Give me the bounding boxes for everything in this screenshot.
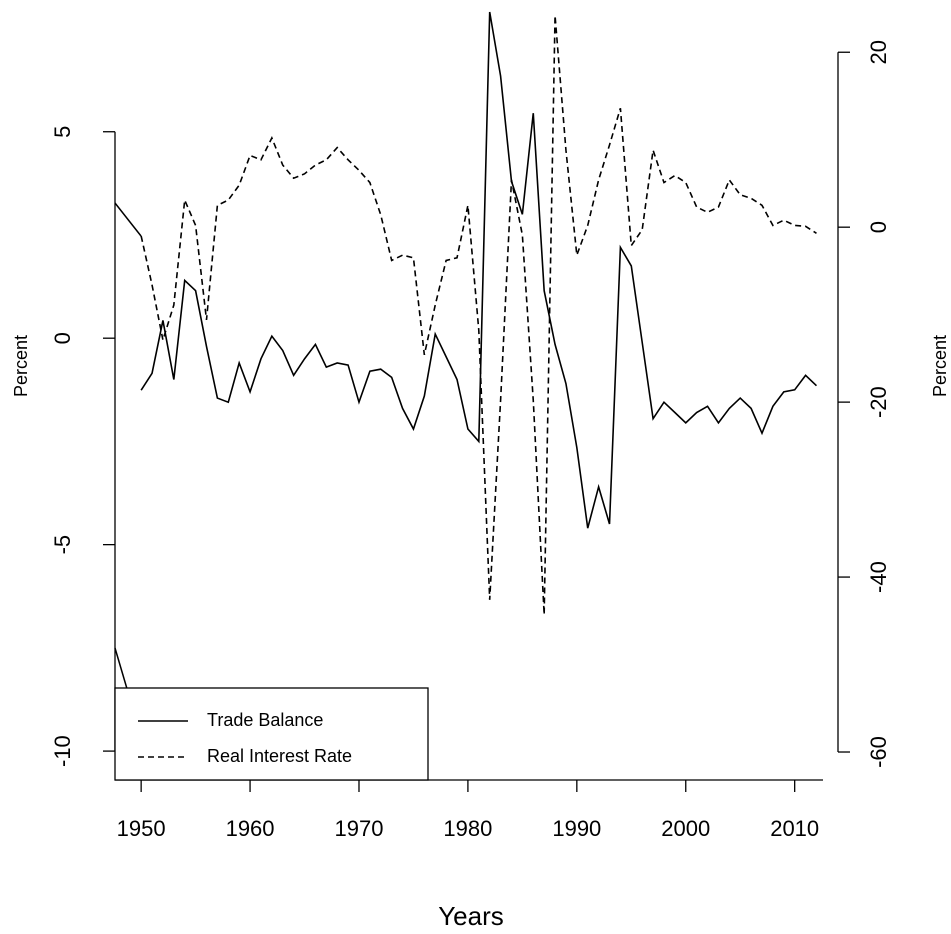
x-tick-label: 1950 [117, 816, 166, 841]
y2-tick-label: 0 [866, 221, 891, 233]
y-tick-label: 5 [50, 126, 75, 138]
legend-box [114, 687, 429, 781]
x-tick-label: 1980 [443, 816, 492, 841]
y2-tick-label: -60 [866, 736, 891, 768]
stray-line [114, 202, 142, 237]
y-axis-label: Percent [11, 335, 31, 397]
series-line [140, 15, 817, 615]
x-tick-label: 2010 [770, 816, 819, 841]
y2-tick-label: -40 [866, 561, 891, 593]
legend-label: Real Interest Rate [207, 746, 352, 766]
x-tick-label: 1990 [552, 816, 601, 841]
x-tick-label: 1970 [335, 816, 384, 841]
y-tick-label: -10 [50, 735, 75, 767]
legend-label: Trade Balance [207, 710, 323, 730]
y2-axis-label: Percent [930, 335, 950, 397]
y2-tick-label: -20 [866, 386, 891, 418]
x-tick-label: 2000 [661, 816, 710, 841]
x-tick-label: 1960 [226, 816, 275, 841]
series-line [140, 11, 818, 529]
y-tick-label: 0 [50, 332, 75, 344]
y2-tick-label: 20 [866, 40, 891, 64]
y-tick-label: -5 [50, 535, 75, 555]
x-axis-label: Years [438, 901, 504, 931]
